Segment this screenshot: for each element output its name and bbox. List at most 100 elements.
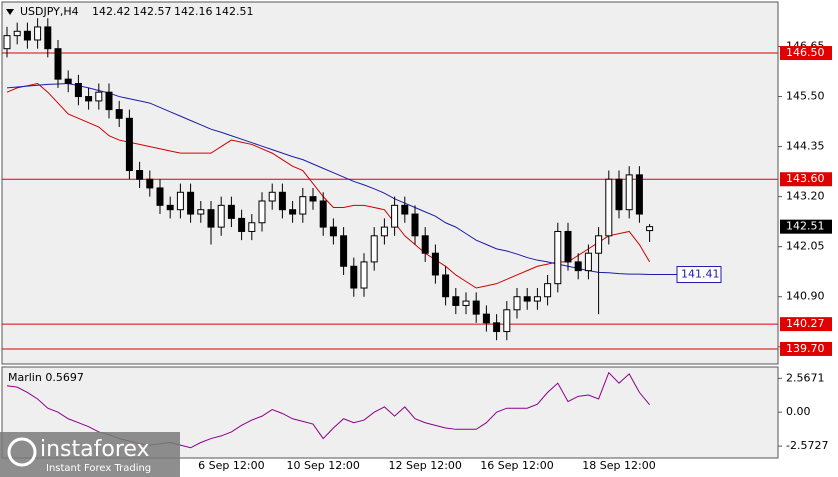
- candle-body: [289, 209, 297, 215]
- candle-body: [74, 83, 82, 98]
- moving-average: [6, 83, 650, 276]
- candle-body: [187, 191, 195, 215]
- y-tick-label: 144.35: [786, 140, 825, 153]
- candle-body: [13, 30, 21, 37]
- candle-body: [391, 204, 399, 228]
- candle-body: [452, 296, 460, 306]
- candle-body: [156, 187, 164, 206]
- x-tick-label: 6 Sep 12:00: [198, 459, 264, 472]
- candle-body: [431, 252, 439, 276]
- moving-average: [6, 82, 651, 289]
- candle-body: [278, 191, 286, 211]
- watermark-brand: instaforex: [40, 437, 150, 462]
- candle-body: [258, 200, 266, 224]
- candle-body: [238, 217, 246, 232]
- candle-body: [462, 300, 470, 306]
- y-tick-label: 0.00: [786, 405, 811, 418]
- candle-body: [380, 226, 388, 237]
- level-tag: [780, 46, 832, 61]
- candle-body: [176, 191, 184, 211]
- candle-body: [299, 196, 307, 215]
- candle-body: [309, 196, 317, 202]
- watermark: instaforex Instant Forex Trading: [0, 432, 180, 477]
- candle-body: [401, 204, 409, 215]
- x-tick-label: 18 Sep 12:00: [582, 459, 655, 472]
- candle-body: [207, 209, 215, 228]
- candle-body: [472, 300, 480, 315]
- candle-body: [227, 204, 235, 219]
- watermark-box: [0, 432, 180, 477]
- candle-body: [360, 261, 368, 289]
- candle-body: [34, 26, 42, 41]
- candle-body: [554, 230, 562, 285]
- level-label: 140.27: [786, 317, 825, 330]
- candle-body: [544, 283, 552, 298]
- candle-body: [23, 30, 31, 41]
- candle-body: [482, 313, 490, 324]
- candle-body: [625, 174, 633, 211]
- candle-body: [370, 235, 378, 263]
- level-label: 143.60: [786, 172, 825, 185]
- candle-body: [268, 191, 276, 202]
- candle-body: [85, 96, 93, 102]
- ma-label-box: [676, 266, 722, 284]
- y-tick-label: 140.90: [786, 290, 825, 303]
- candle-body: [646, 226, 654, 232]
- candle-body: [217, 204, 225, 228]
- candle-body: [411, 213, 419, 237]
- x-tick-label: 10 Sep 12:00: [286, 459, 359, 472]
- candle-body: [503, 309, 511, 333]
- candle-body: [605, 178, 613, 237]
- candle-body: [319, 200, 327, 228]
- candle-body: [584, 252, 592, 272]
- candle-body: [54, 48, 62, 80]
- watermark-logo: [7, 437, 37, 467]
- level-label: 146.50: [786, 46, 825, 59]
- candle-body: [105, 91, 113, 111]
- level-tag: [780, 317, 832, 332]
- header-value: 142.16: [174, 5, 213, 18]
- candle-body: [44, 26, 52, 50]
- candle-body: [421, 235, 429, 254]
- candle-body: [635, 174, 643, 215]
- y-tick-label: -2.5727: [786, 439, 828, 452]
- candle-body: [493, 322, 501, 333]
- candle-body: [248, 222, 256, 232]
- menu-arrow: [6, 9, 14, 15]
- candle-body: [3, 35, 11, 50]
- level-label: 139.70: [786, 342, 825, 355]
- candle-body: [95, 91, 103, 102]
- candle-body: [595, 235, 603, 254]
- candle-body: [615, 178, 623, 211]
- candle-body: [329, 226, 337, 237]
- candle-body: [523, 296, 531, 302]
- candle-body: [350, 265, 358, 289]
- header-value: 142.51: [215, 5, 254, 18]
- level-tag: [780, 172, 832, 187]
- indicator-title: Marlin 0.5697: [8, 371, 84, 384]
- header-value: 142.57: [133, 5, 172, 18]
- candle-body: [64, 78, 72, 85]
- x-tick-label: 16 Sep 12:00: [480, 459, 553, 472]
- last-price-tag: [780, 219, 832, 234]
- y-tick-label: 142.05: [786, 240, 825, 253]
- level-tag: [780, 341, 832, 356]
- last-price-label: 142.51: [786, 220, 825, 233]
- symbol-title: USDJPY,H4: [20, 5, 79, 18]
- candle-body: [197, 209, 205, 215]
- candle-body: [125, 117, 133, 172]
- watermark-tagline: Instant Forex Trading: [46, 463, 151, 474]
- x-tick-label: 12 Sep 12:00: [388, 459, 461, 472]
- main-panel: [1, 1, 779, 365]
- y-tick-label: 145.50: [786, 90, 825, 103]
- candle-body: [136, 170, 144, 180]
- candle-body: [146, 178, 154, 189]
- candle-body: [513, 296, 521, 311]
- header-value: 142.42: [92, 5, 131, 18]
- candle-body: [574, 261, 582, 272]
- candle-body: [115, 109, 123, 119]
- candle-body: [533, 296, 541, 302]
- candle-body: [166, 204, 174, 211]
- candle-body: [340, 235, 348, 267]
